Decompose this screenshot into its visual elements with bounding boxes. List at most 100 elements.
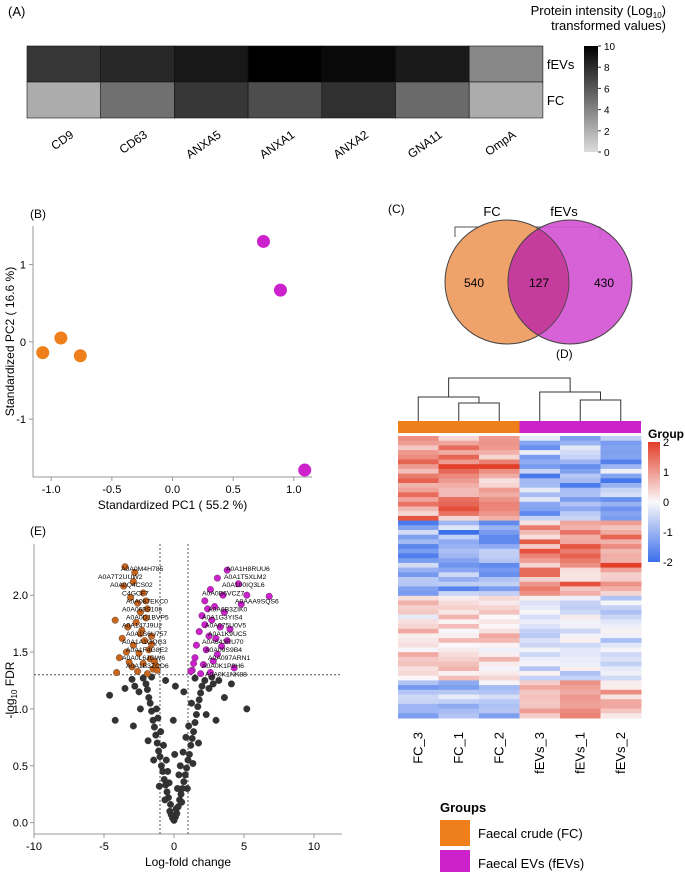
venn-intersection: 127 — [529, 276, 549, 290]
heatmap-cell — [26, 81, 101, 119]
heatmap-row-cell — [438, 501, 480, 507]
colorbar-title-text: Protein intensity (Log — [531, 3, 653, 18]
heatmap-row-cell — [438, 633, 480, 639]
volcano-point — [201, 677, 209, 684]
volcano-point — [120, 582, 128, 590]
heatmap-row-cell — [519, 487, 561, 493]
heatmap-row-cell — [560, 666, 601, 672]
heatmap-col-label: CD9 — [48, 127, 76, 152]
heatmap-row-cell — [479, 520, 520, 526]
volcano-label-right: A0A097ARN1 — [208, 655, 251, 662]
group-swatch — [440, 850, 470, 876]
volcano-label-left: A0A0Q4CS02 — [110, 582, 153, 589]
protein-heatmap: fEVs FC CD9 CD63 ANXA5 ANXA1 ANXA2 GNA11 OmpA — [26, 45, 575, 162]
heatmap-row-cell — [398, 614, 439, 620]
heatmap-row-cell — [600, 497, 642, 503]
heatmap-row-cell — [438, 459, 480, 465]
heatmap-row-cell — [438, 680, 480, 686]
heatmap-row-cell — [479, 567, 520, 573]
volcano-point — [208, 616, 216, 624]
heatmap-row-cell — [600, 436, 642, 442]
volcano-point — [204, 605, 212, 613]
heatmap-row-cell — [560, 591, 601, 597]
heatmap-row-cell — [479, 548, 520, 554]
volcano-point — [243, 591, 251, 599]
heatmap-row-cell — [479, 703, 520, 710]
heatmap-cell — [247, 45, 323, 83]
heatmap-row-cell — [438, 638, 480, 644]
heatmap-row-cell — [519, 628, 561, 634]
volcano-point — [135, 649, 143, 657]
heatmap-row-cell — [438, 520, 480, 526]
heatmap-row-cell — [519, 633, 561, 639]
volcano-point — [150, 723, 158, 731]
heatmap-col-label: ANXA1 — [257, 127, 298, 161]
volcano-point — [223, 637, 231, 645]
volcano-point — [190, 728, 198, 736]
volcano-point — [136, 705, 144, 713]
zscore-tick-label: 0 — [663, 497, 669, 509]
heatmap-row-cell — [479, 666, 520, 672]
panel-b-label: (B) — [30, 207, 46, 221]
heatmap-row-cell — [519, 459, 561, 465]
volcano-label-right: A0A1T5XLM2 — [224, 574, 267, 581]
heatmap-row-cell — [560, 544, 601, 550]
heatmap-row-cell — [479, 558, 520, 564]
volcano-point — [169, 716, 177, 724]
pca-x-tick-label: 0.5 — [226, 484, 241, 496]
heatmap-row-cell — [438, 605, 480, 611]
volcano-label-left: A0A0D1BVP5 — [126, 615, 169, 622]
heatmap-row-cell — [560, 487, 601, 493]
heatmap-row-cell — [398, 544, 439, 550]
volcano-label-left: A0A069S108 — [122, 607, 162, 614]
volcano-point — [153, 739, 161, 747]
heatmap-row-cell — [560, 595, 601, 601]
volcano-point — [111, 716, 119, 724]
heatmap-row-cell — [479, 694, 520, 700]
zscore-tick-label: 1 — [663, 467, 669, 479]
heatmap-row-cell — [479, 656, 520, 663]
heatmap-row-cell — [560, 468, 601, 475]
heatmap-row-cell — [398, 464, 439, 470]
heatmap-row-cell — [438, 671, 480, 677]
heatmap-row-cell — [519, 647, 561, 653]
colorbar-tick-label: 2 — [604, 127, 610, 138]
pca-point — [36, 346, 50, 360]
heatmap-row-cell — [600, 487, 642, 493]
pca-point — [298, 463, 312, 477]
heatmap-col-label: ANXA2 — [331, 127, 372, 161]
heatmap-row-cell — [560, 520, 601, 526]
heatmap-row-cell — [479, 473, 520, 479]
heatmap-row-cell — [479, 450, 520, 456]
volcano-x-tick-label: 0 — [171, 841, 177, 853]
heatmap-row-cell — [398, 468, 439, 475]
volcano-point — [213, 650, 221, 658]
pca-x-tick-label: -1.0 — [42, 484, 61, 496]
heatmap-row-cell — [560, 515, 601, 522]
heatmap-sample-label: fEVs_2 — [613, 732, 628, 774]
volcano-point — [132, 619, 140, 626]
volcano-point — [185, 722, 193, 730]
heatmap-row-cell — [560, 614, 601, 620]
colorbar-tick-label: 0 — [604, 148, 610, 159]
volcano-point — [163, 788, 171, 796]
volcano-point — [198, 682, 206, 690]
volcano-point — [106, 691, 114, 699]
volcano-point — [166, 807, 174, 815]
heatmap-row-cell — [519, 534, 561, 540]
volcano-point — [136, 608, 144, 616]
dendrogram-branch — [458, 402, 500, 421]
volcano-point — [125, 658, 133, 666]
heatmap-row-cell — [519, 642, 561, 648]
volcano-label-right: A0A09S9B4 — [205, 647, 242, 654]
heatmap-row-cell — [600, 520, 642, 526]
heatmap-row-cell — [600, 539, 642, 545]
volcano-point — [171, 682, 179, 690]
heatmap-row-cell — [479, 680, 520, 686]
heatmap-row-cell — [519, 586, 561, 592]
heatmap-row-cell — [600, 708, 642, 714]
heatmap-row-cell — [438, 553, 480, 559]
volcano-point — [219, 591, 227, 599]
heatmap-row-cell — [398, 553, 439, 559]
heatmap-row-cell — [398, 548, 439, 554]
